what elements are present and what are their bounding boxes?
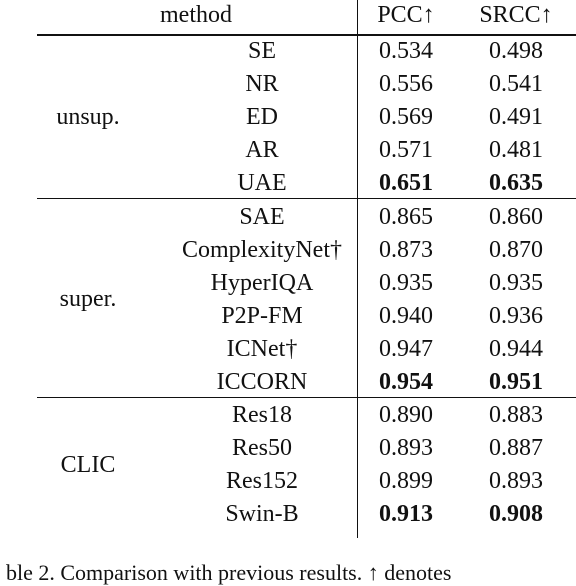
pcc-cell: 0.954 xyxy=(379,369,433,395)
method-cell: AR xyxy=(245,137,279,164)
pcc-cell: 0.940 xyxy=(379,302,433,329)
srcc-cell: 0.893 xyxy=(489,468,543,495)
pcc-cell: 0.556 xyxy=(379,71,433,98)
pcc-cell: 0.571 xyxy=(379,137,433,164)
method-cell: NR xyxy=(245,71,279,98)
pcc-cell: 0.873 xyxy=(379,236,433,263)
pcc-cell: 0.569 xyxy=(379,104,433,131)
header-cell: method xyxy=(160,2,232,28)
srcc-cell: 0.935 xyxy=(489,269,543,296)
method-cell: Res18 xyxy=(232,402,292,429)
group-label: super. xyxy=(59,286,117,313)
group-label: CLIC xyxy=(60,451,116,478)
rule xyxy=(37,197,576,199)
header-cell: SRCC↑ xyxy=(479,2,553,28)
srcc-cell: 0.936 xyxy=(489,302,543,329)
method-cell: Swin-B xyxy=(225,501,299,528)
method-cell: HyperIQA xyxy=(210,269,314,296)
header-cell: PCC↑ xyxy=(377,2,435,28)
method-cell: ED xyxy=(246,104,278,131)
pcc-cell: 0.534 xyxy=(379,38,433,64)
method-cell: Res152 xyxy=(226,468,298,495)
pcc-cell: 0.865 xyxy=(379,203,433,230)
srcc-cell: 0.870 xyxy=(489,236,543,263)
pcc-cell: 0.890 xyxy=(379,402,433,429)
srcc-cell: 0.883 xyxy=(489,402,543,429)
rule xyxy=(37,34,576,36)
method-cell: UAE xyxy=(237,170,287,197)
srcc-cell: 0.908 xyxy=(489,501,543,528)
srcc-cell: 0.635 xyxy=(489,170,543,197)
srcc-cell: 0.860 xyxy=(489,203,543,230)
srcc-cell: 0.491 xyxy=(489,104,543,131)
srcc-cell: 0.887 xyxy=(489,435,543,462)
method-cell: ICNet† xyxy=(226,335,298,362)
rule xyxy=(357,0,358,538)
method-cell: SAE xyxy=(239,203,285,230)
method-cell: P2P-FM xyxy=(221,302,303,329)
pcc-cell: 0.947 xyxy=(379,335,433,362)
method-cell: ICCORN xyxy=(216,369,308,395)
pcc-cell: 0.893 xyxy=(379,435,433,462)
srcc-cell: 0.944 xyxy=(489,335,543,362)
srcc-cell: 0.951 xyxy=(489,369,543,395)
page: {"table": { "header": ["method", "PCC↑",… xyxy=(6,0,576,585)
pcc-cell: 0.913 xyxy=(379,501,433,528)
srcc-cell: 0.481 xyxy=(489,137,543,164)
rule xyxy=(37,396,576,398)
method-cell: Res50 xyxy=(232,435,292,462)
method-cell: ComplexityNet† xyxy=(182,236,342,263)
pcc-cell: 0.899 xyxy=(379,468,433,495)
group-label: unsup. xyxy=(56,104,120,131)
pcc-cell: 0.651 xyxy=(379,170,433,197)
pcc-cell: 0.935 xyxy=(379,269,433,296)
srcc-cell: 0.541 xyxy=(489,71,543,98)
table-caption: ble 2. Comparison with previous results.… xyxy=(6,560,452,585)
srcc-cell: 0.498 xyxy=(489,38,543,64)
method-cell: SE xyxy=(247,38,277,64)
